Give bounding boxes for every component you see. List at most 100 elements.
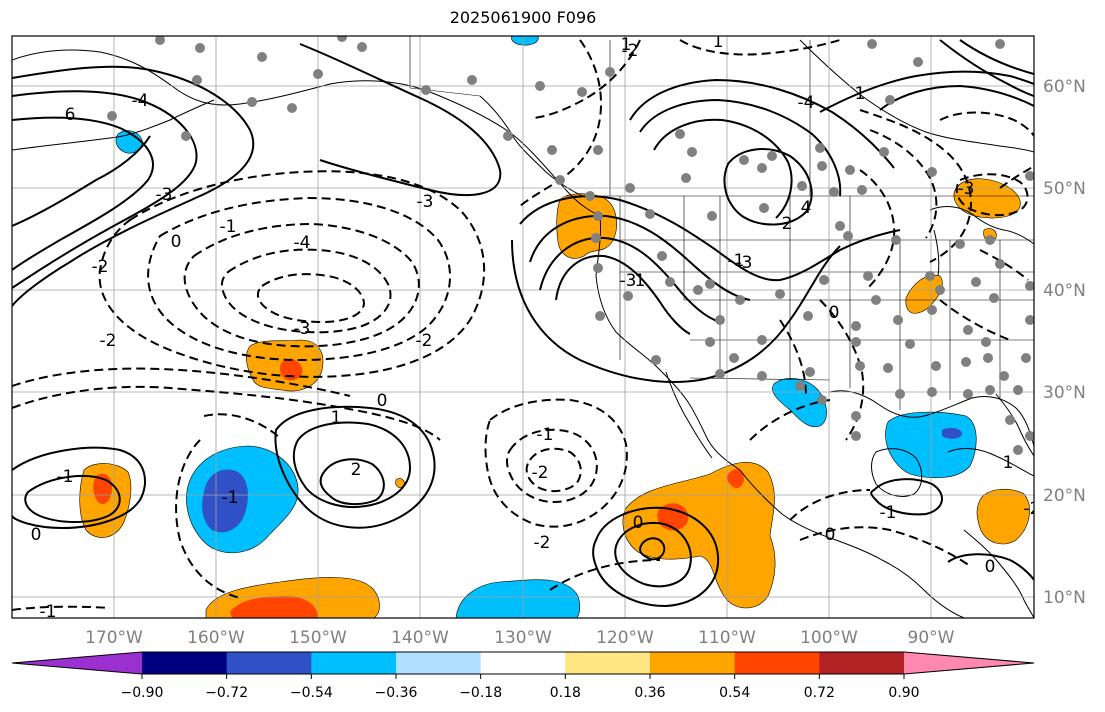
colorbar-tick-label: −0.54: [290, 685, 333, 701]
us-west-coast: [595, 215, 741, 471]
contour-label: 0: [829, 303, 840, 323]
cuba: [947, 448, 1034, 477]
contour-label: -1: [57, 467, 74, 487]
colorbar-tick-label: −0.36: [375, 685, 418, 701]
colorbar-tick-labels: −0.90 −0.72 −0.54 −0.36 −0.18 0.18 0.36 0.54 0.7…: [121, 674, 920, 701]
central-america: [963, 529, 1034, 618]
gulf-coast: [829, 390, 1034, 447]
longitude-label: 100°W: [800, 628, 858, 648]
contour-label: 0: [377, 391, 388, 411]
longitude-label: 110°W: [698, 628, 756, 648]
anomaly-positive-caribbean: [976, 488, 1030, 545]
contour-label: -1: [222, 488, 239, 508]
contour-label: -1: [40, 602, 57, 622]
colorbar-segment: [650, 652, 736, 674]
longitude-label: 160°W: [187, 628, 245, 648]
latitude-label: 40°N: [1043, 281, 1086, 301]
contour-label: -3: [417, 192, 434, 212]
contour-label: -1: [537, 425, 554, 445]
contour-label: 0: [985, 557, 996, 577]
colorbar-segment: [565, 652, 651, 674]
contour-label: -2: [532, 463, 549, 483]
contour-label: -2: [92, 257, 109, 277]
contour-label: -1: [728, 251, 745, 271]
mexico-pacific-coast: [739, 469, 965, 618]
anomaly-negative-texas: [772, 378, 827, 428]
colorbar-segment: [480, 652, 566, 674]
land-outlines: [12, 39, 1034, 618]
colorbar-tick-label: −0.90: [121, 685, 164, 701]
solid-contours: [12, 39, 1034, 608]
colorbar-tick-label: 0.54: [719, 685, 750, 701]
longitude-label: 170°W: [85, 628, 143, 648]
anomaly-negative-gulf-core: [942, 427, 962, 439]
latitude-label: 60°N: [1043, 77, 1086, 97]
map-area: -11-26-4-30-1-2-21-4-3-2-300-112-1-2-101…: [12, 32, 1034, 622]
contour-label: 1: [331, 408, 342, 428]
anomaly-negative-top: [511, 36, 539, 46]
anomaly-positive-mexico-core2: [727, 469, 744, 489]
colorbar-tick-label: −0.72: [205, 685, 248, 701]
map-title: 2025061900 F096: [449, 8, 597, 27]
florida: [995, 393, 1034, 457]
colorbar-tick-label: 0.36: [634, 685, 665, 701]
contour-label: 0: [825, 525, 836, 545]
colorbar-segment: [311, 652, 397, 674]
map-frame: [11, 35, 1035, 619]
longitude-label: 120°W: [596, 628, 654, 648]
colorbar: [11, 651, 1035, 675]
latitude-labels: 60°N 50°N 40°N 30°N 20°N 10°N: [1043, 77, 1086, 608]
longitude-label: 90°W: [908, 628, 955, 648]
longitude-label: 150°W: [289, 628, 347, 648]
colorbar-extend-high: [904, 652, 1034, 674]
contour-label: -3: [736, 253, 753, 273]
colorbar-extend-low: [12, 652, 142, 674]
contour-label: 1: [635, 271, 646, 291]
latitude-label: 10°N: [1043, 588, 1086, 608]
longitude-labels: 170°W 160°W 150°W 140°W 130°W 120°W 110°W 100°W…: [85, 628, 955, 648]
contour-label: 2: [351, 460, 362, 480]
latitude-label: 30°N: [1043, 383, 1086, 403]
political-borders: [409, 36, 1034, 410]
contour-label: 0: [633, 513, 644, 533]
contour-label: -3: [294, 319, 311, 339]
contour-label: -1: [880, 503, 897, 523]
latitude-label: 50°N: [1043, 179, 1086, 199]
anomaly-negative-hawaii-core: [202, 469, 248, 533]
hudson-region: [799, 39, 1034, 153]
anomaly-positive-bottom-core: [230, 596, 318, 618]
great-lakes: [929, 206, 1034, 245]
colorbar-segment: [142, 652, 228, 674]
contour-label: -2: [534, 533, 551, 553]
baja-california: [665, 371, 713, 459]
contour-label: -3: [156, 185, 173, 205]
contour-label: -2: [100, 331, 117, 351]
contour-label: 1: [1003, 453, 1014, 473]
colorbar-tick-label: 0.18: [550, 685, 581, 701]
latitude-label: 20°N: [1043, 486, 1086, 506]
contour-label: -4: [798, 93, 815, 113]
contour-label: 1: [713, 32, 724, 52]
contour-label: 1: [621, 35, 632, 55]
contour-label: -2: [622, 41, 639, 61]
station-dots: [107, 36, 1034, 455]
contour-label: -1: [220, 217, 237, 237]
contour-label: -2: [776, 214, 793, 234]
colorbar-segment: [396, 652, 482, 674]
lake-michigan: [933, 229, 940, 277]
colorbar-tick-label: −0.18: [459, 685, 502, 701]
aleutians: [12, 99, 215, 151]
contour-label: 0: [31, 525, 42, 545]
colorbar-segment: [226, 652, 312, 674]
colorbar-segment: [734, 652, 820, 674]
contour-label: 1: [855, 84, 866, 104]
colorbar-tick-label: 0.90: [888, 685, 919, 701]
yucatan: [871, 448, 923, 497]
colorbar-segment: [819, 652, 905, 674]
contour-label: -3: [620, 271, 637, 291]
contour-label: 6: [65, 105, 76, 125]
longitude-label: 140°W: [391, 628, 449, 648]
longitude-label: 130°W: [494, 628, 552, 648]
contour-label: -4: [294, 233, 311, 253]
